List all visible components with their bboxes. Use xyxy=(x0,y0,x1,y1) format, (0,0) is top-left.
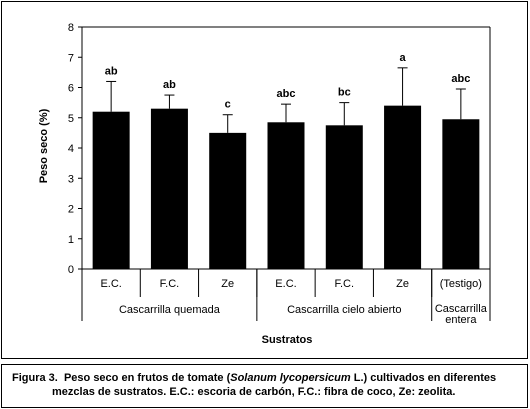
y-tick-label: 5 xyxy=(68,113,74,125)
x-tick-label: F.C. xyxy=(335,278,355,290)
y-tick-label: 0 xyxy=(68,264,74,276)
data-label: ab xyxy=(105,65,118,77)
caption-line-2: mezclas de sustratos. E.C.: escoria de c… xyxy=(52,386,456,398)
caption-line-1: Figura 3. Peso seco en frutos de tomate … xyxy=(12,371,517,385)
group-label: Cascarrilla entera xyxy=(435,303,488,326)
y-tick-label: 2 xyxy=(68,204,74,216)
x-tick-label: Ze xyxy=(221,278,234,290)
x-tick-label: E.C. xyxy=(275,278,296,290)
bar xyxy=(92,111,130,269)
y-tick-label: 3 xyxy=(68,173,74,185)
x-axis-title: Sustratos xyxy=(262,334,313,346)
y-tick-label: 6 xyxy=(68,83,74,95)
bar xyxy=(325,125,363,269)
bars-layer xyxy=(92,67,480,270)
x-tick-label: F.C. xyxy=(160,278,180,290)
bar xyxy=(384,105,422,270)
caption-text-1a: Peso seco en frutos de tomate ( xyxy=(63,372,231,384)
caption-species: Solanum lycopersicum xyxy=(230,372,351,384)
caption-prefix: Figura 3. xyxy=(12,372,58,384)
bar-chart: 0 1 2 3 4 5 6 7 8 ab E.C. ab F.C. c Ze abc E.C. bc F.C. a Ze… xyxy=(38,22,491,346)
data-label: bc xyxy=(338,87,351,99)
bar xyxy=(442,119,480,269)
group-label: Cascarrilla quemada xyxy=(119,304,221,316)
y-tick-label: 4 xyxy=(68,143,74,155)
data-label: abc xyxy=(277,88,296,100)
axes-layer xyxy=(78,26,491,321)
x-tick-label: E.C. xyxy=(100,278,121,290)
data-label: abc xyxy=(451,73,470,85)
y-tick-label: 8 xyxy=(68,22,74,34)
x-tick-label: Ze xyxy=(396,278,409,290)
labels-layer: 0 1 2 3 4 5 6 7 8 ab E.C. ab F.C. c Ze abc E.C. bc F.C. a Ze… xyxy=(68,22,488,326)
y-tick-label: 1 xyxy=(68,234,74,246)
data-label: ab xyxy=(163,79,176,91)
bar xyxy=(209,132,247,269)
x-tick-label: (Testigo) xyxy=(440,278,482,290)
group-label: Cascarrilla cielo abierto xyxy=(287,304,401,316)
chart-frame xyxy=(1,1,528,359)
data-label: a xyxy=(400,52,407,64)
y-axis-title: Peso seco (%) xyxy=(38,108,50,183)
bar xyxy=(150,108,188,269)
y-tick-label: 7 xyxy=(68,52,74,64)
bar xyxy=(267,122,305,269)
data-label: c xyxy=(225,99,231,111)
figure-caption: Figura 3. Peso seco en frutos de tomate … xyxy=(1,364,528,408)
caption-text-1b: L.) cultivados en diferentes xyxy=(350,372,497,384)
